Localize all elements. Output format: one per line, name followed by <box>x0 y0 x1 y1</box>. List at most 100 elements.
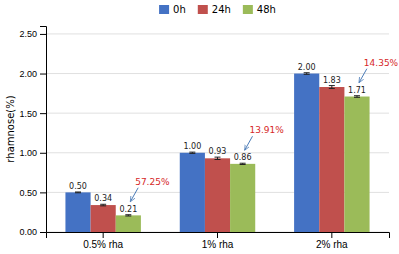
data-label: 0.86 <box>234 153 252 162</box>
legend-item: 24h <box>198 4 231 15</box>
x-tick-mark <box>331 232 332 238</box>
error-bar <box>125 215 131 216</box>
x-tick: 0.5% rha <box>83 232 123 250</box>
annotation: 57.25% <box>135 177 170 187</box>
error-bar-cap <box>100 204 106 205</box>
bar <box>294 74 319 232</box>
y-tick-label: 1.00 <box>19 148 37 158</box>
bar-series <box>65 73 319 232</box>
bar <box>319 87 344 232</box>
legend-swatch <box>198 5 208 14</box>
error-bar <box>354 96 360 98</box>
bar <box>205 158 230 232</box>
annotation-arrow <box>245 136 253 150</box>
y-tick-label: 1.50 <box>19 109 37 119</box>
bar-series <box>91 86 345 232</box>
y-tick: 2.50 <box>19 29 46 39</box>
x-tick-label: 0.5% rha <box>83 239 123 250</box>
x-tick: 2% rha <box>316 232 348 250</box>
y-tick-mark <box>40 192 46 193</box>
plot: 0.00 0.50 1.00 1.50 2.00 2.50 0.5% rha 1% rha 2%… <box>19 27 398 251</box>
bar <box>230 164 255 232</box>
legend-label: 48h <box>257 4 276 15</box>
bar <box>65 192 90 232</box>
error-bar-cap <box>189 153 195 154</box>
y-tick-mark <box>40 113 46 114</box>
x-axis-line <box>47 233 390 239</box>
error-bar <box>215 157 221 159</box>
error-bar-cap <box>329 88 335 89</box>
annotation: 13.91% <box>250 125 285 135</box>
error-bar-cap <box>304 74 310 75</box>
error-bar-cap <box>75 192 81 193</box>
y-tick: 2.00 <box>19 69 46 79</box>
y-tick-mark <box>40 34 46 35</box>
x-tick-mark <box>217 232 218 238</box>
error-bar-cap <box>240 163 246 164</box>
y-axis-line <box>40 27 47 233</box>
error-bar <box>240 163 246 164</box>
x-tick-mark <box>103 232 104 238</box>
error-bar-cap <box>100 205 106 206</box>
error-bar-cap <box>75 191 81 192</box>
error-bar-cap <box>125 215 131 216</box>
chart: 0.00 0.50 1.00 1.50 2.00 2.50 0.5% rha 1% rha 2%… <box>0 0 399 254</box>
legend-item: 48h <box>243 4 276 15</box>
data-labels: 0.501.002.000.340.931.830.210.861.71 <box>69 63 366 214</box>
grid-line <box>46 33 389 34</box>
bar <box>91 205 116 232</box>
error-bar <box>189 152 195 153</box>
bar-series <box>116 96 370 232</box>
error-bar-cap <box>354 95 360 96</box>
y-tick-mark <box>40 232 46 233</box>
bar <box>344 97 369 232</box>
data-label: 1.00 <box>183 142 201 151</box>
error-bar-cap <box>240 164 246 165</box>
y-tick-label: 0.50 <box>19 188 37 198</box>
x-tick: 1% rha <box>202 232 234 250</box>
legend-swatch <box>159 5 169 14</box>
y-axis-title: rhamnose(%) <box>5 95 16 162</box>
data-label: 0.50 <box>69 182 87 191</box>
error-bar-cap <box>329 85 335 86</box>
y-tick-label: 2.50 <box>19 29 37 39</box>
y-tick: 0.50 <box>19 188 46 198</box>
annotation-arrow <box>130 188 138 202</box>
error-bar-cap <box>304 72 310 73</box>
x-axis: 0.5% rha 1% rha 2% rha <box>47 232 390 250</box>
y-tick: 1.00 <box>19 148 46 158</box>
data-label: 0.21 <box>119 205 137 214</box>
marks <box>65 73 369 232</box>
x-tick-label: 1% rha <box>202 239 234 250</box>
annotation: 14.35% <box>364 58 399 68</box>
data-label: 0.34 <box>94 194 112 203</box>
y-tick: 1.50 <box>19 109 46 119</box>
error-bar-cap <box>125 214 131 215</box>
y-axis: 0.00 0.50 1.00 1.50 2.00 2.50 <box>19 27 46 238</box>
error-bar-cap <box>215 157 221 158</box>
error-bar <box>100 204 106 206</box>
y-tick: 0.00 <box>19 227 46 237</box>
data-label: 1.71 <box>348 86 366 95</box>
legend-swatch <box>243 5 253 14</box>
legend-item: 0h <box>159 4 186 15</box>
grid-line <box>46 73 389 74</box>
y-tick-label: 0.00 <box>19 227 37 237</box>
error-bar-cap <box>189 152 195 153</box>
data-label: 0.93 <box>209 147 227 156</box>
y-tick-label: 2.00 <box>19 69 37 79</box>
y-tick-mark <box>40 74 46 75</box>
x-tick-label: 2% rha <box>316 239 348 250</box>
y-tick-mark <box>40 153 46 154</box>
legend-label: 24h <box>212 4 231 15</box>
annotations: 57.25% 13.91% 14.35% <box>130 58 398 202</box>
annotation-arrow <box>359 69 367 83</box>
error-bar <box>304 73 310 75</box>
grid <box>46 34 389 232</box>
bar <box>116 215 141 232</box>
error-bar <box>329 86 335 89</box>
error-bar-cap <box>215 159 221 160</box>
legend-label: 0h <box>173 4 186 15</box>
error-bar-cap <box>354 97 360 98</box>
error-bar <box>75 191 81 193</box>
